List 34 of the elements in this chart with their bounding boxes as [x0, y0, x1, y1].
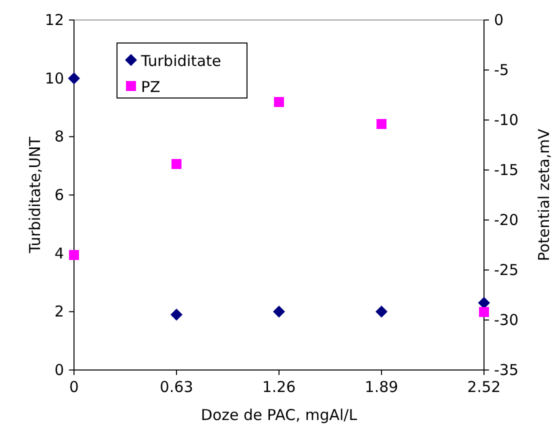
- point: [69, 250, 79, 260]
- y2-tick-label: -30: [494, 311, 518, 329]
- legend-label: Turbiditate: [140, 52, 222, 70]
- x-tick-label: 0: [69, 378, 79, 396]
- y-tick-label: 6: [54, 186, 64, 204]
- y-tick-label: 8: [54, 128, 64, 146]
- y-tick-label: 4: [54, 244, 64, 262]
- y2-tick-label: -35: [494, 361, 518, 379]
- legend-label: PZ: [141, 78, 160, 96]
- x-axis-title: Doze de PAC, mgAl/L: [200, 406, 358, 424]
- y-tick-label: 0: [54, 361, 64, 379]
- point: [376, 306, 388, 318]
- y-tick-label: 12: [44, 11, 64, 29]
- y2-tick-label: -15: [494, 161, 518, 179]
- x-tick-label: 1.89: [364, 378, 398, 396]
- y-tick-label: 10: [44, 69, 64, 88]
- point: [172, 159, 182, 169]
- y2-tick-label: -5: [494, 61, 509, 79]
- point: [273, 306, 285, 318]
- y2-tick-label: -10: [494, 111, 518, 129]
- point: [479, 307, 489, 317]
- point: [376, 119, 386, 129]
- x-tick-label: 1.26: [262, 378, 296, 396]
- x-tick-label: 0.63: [160, 378, 194, 396]
- y2-tick-label: -20: [494, 211, 518, 229]
- y-axis-title: Turbiditate,UNT: [26, 136, 44, 254]
- y2-axis-title: Potential zeta,mV: [535, 128, 553, 262]
- y2-tick-label: 0: [494, 11, 504, 29]
- y-tick-label: 2: [54, 302, 64, 321]
- point: [170, 308, 182, 321]
- point: [274, 97, 284, 107]
- point: [68, 72, 80, 84]
- x-tick-label: 2.52: [467, 378, 501, 396]
- y2-tick-label: -25: [494, 261, 518, 279]
